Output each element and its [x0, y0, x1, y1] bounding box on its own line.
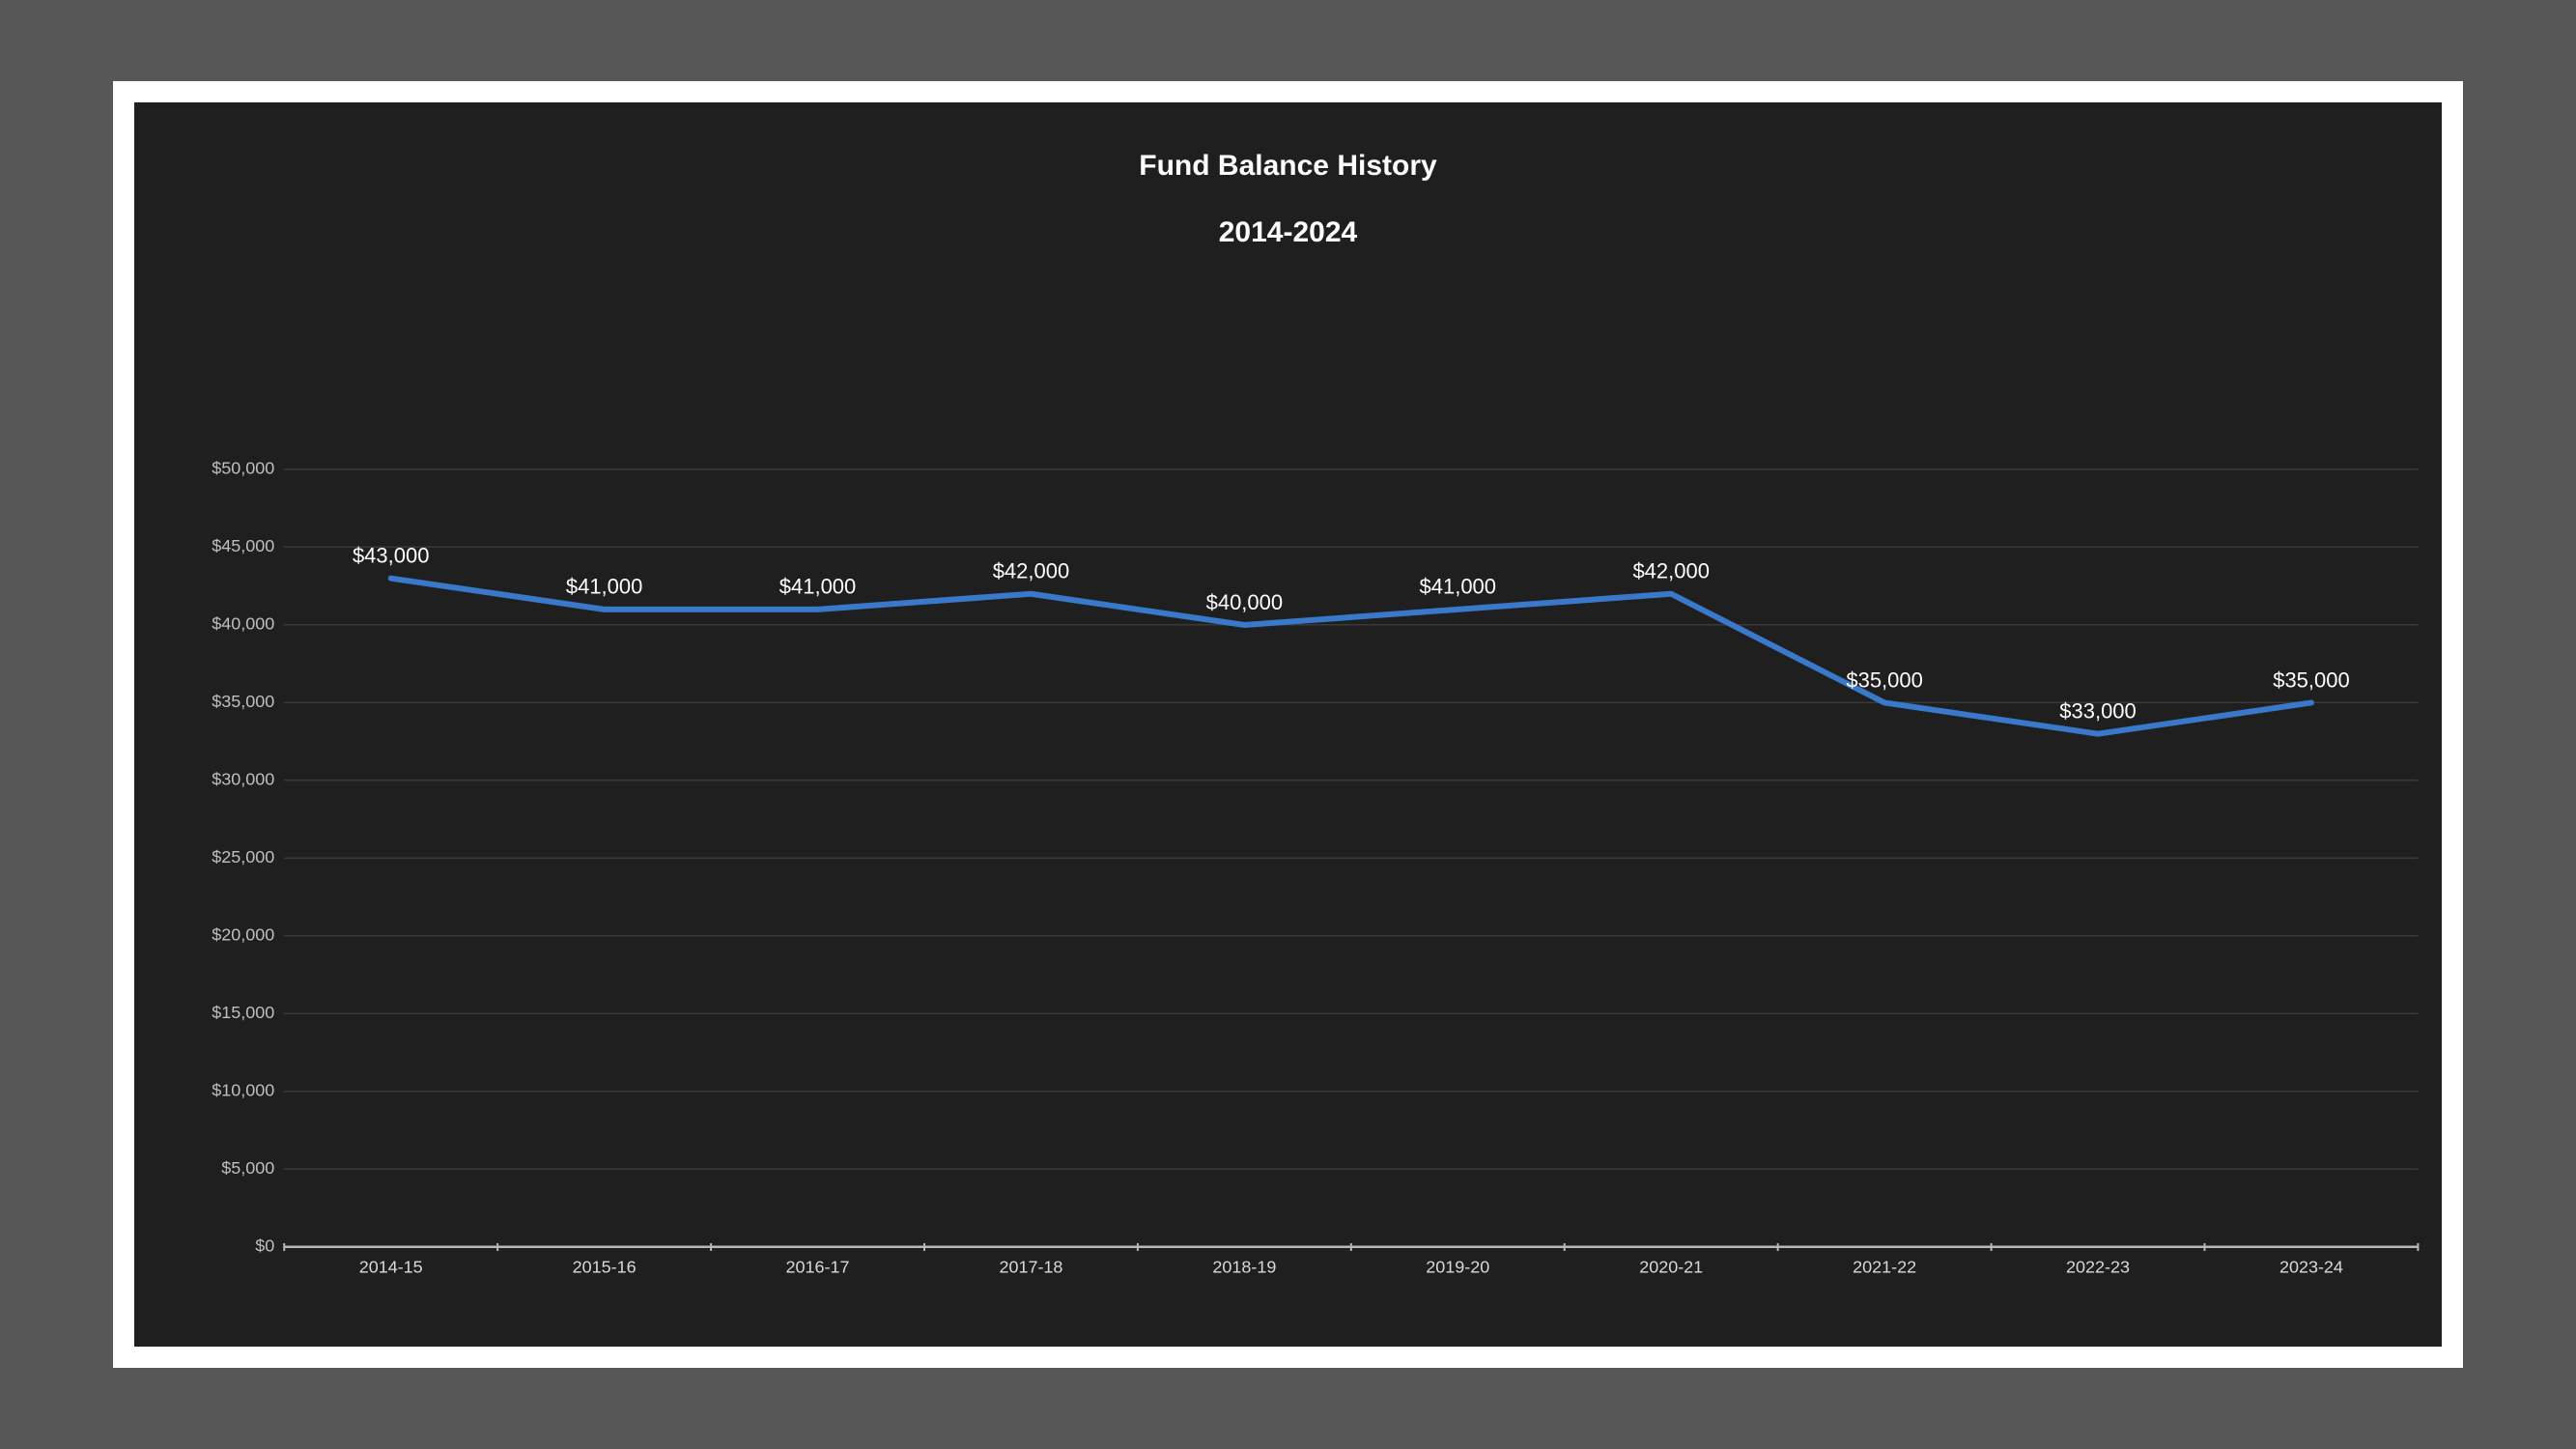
x-tick-label: 2022-23: [2066, 1258, 2130, 1277]
y-tick-label: $35,000: [212, 692, 275, 711]
x-tick-label: 2017-18: [1000, 1258, 1063, 1277]
y-tick-label: $5,000: [222, 1158, 275, 1178]
x-tick-label: 2015-16: [573, 1258, 637, 1277]
chart-card: Fund Balance History 2014-2024 $0$5,000$…: [113, 81, 2462, 1368]
data-label: $42,000: [1633, 559, 1710, 583]
line-chart: $0 $5,000 $10,000 $15,000 $20,000 $25,000 $30,…: [134, 102, 2441, 1347]
x-tick-label: 2016-17: [786, 1258, 850, 1277]
x-tick-label: 2021-22: [1853, 1258, 1916, 1277]
y-tick-label: $0: [256, 1236, 275, 1256]
data-label: $41,000: [566, 575, 642, 599]
y-tick-label: $15,000: [212, 1003, 275, 1022]
x-tick-label: 2020-21: [1640, 1258, 1704, 1277]
data-label: $41,000: [779, 575, 856, 599]
data-label: $35,000: [2274, 668, 2350, 692]
page-background: Fund Balance History 2014-2024 $0$5,000$…: [0, 0, 2576, 1449]
x-tick-label: 2018-19: [1213, 1258, 1277, 1277]
x-tick-label: 2019-20: [1427, 1258, 1490, 1277]
y-tick-label: $45,000: [212, 536, 275, 555]
x-tick-label: 2023-24: [2279, 1258, 2343, 1277]
y-tick-label: $30,000: [212, 770, 275, 789]
y-tick-label: $10,000: [212, 1081, 275, 1100]
y-tick-label: $50,000: [212, 459, 275, 478]
data-label: $35,000: [1847, 668, 1923, 692]
data-label: $42,000: [993, 559, 1069, 583]
data-label: $40,000: [1206, 590, 1283, 614]
y-tick-label: $40,000: [212, 614, 275, 634]
data-label: $43,000: [353, 543, 429, 567]
chart-title: Fund Balance History 2014-2024: [134, 116, 2441, 249]
chart-title-line1: Fund Balance History: [1139, 150, 1436, 182]
y-tick-label: $25,000: [212, 847, 275, 867]
y-tick-label: $20,000: [212, 925, 275, 945]
data-label: $33,000: [2060, 698, 2137, 723]
chart-title-line2: 2014-2024: [1219, 216, 1357, 248]
data-line: [391, 579, 2311, 734]
data-label: $41,000: [1420, 575, 1496, 599]
x-tick-label: 2014-15: [359, 1258, 423, 1277]
chart-surface: Fund Balance History 2014-2024 $0$5,000$…: [134, 102, 2441, 1347]
